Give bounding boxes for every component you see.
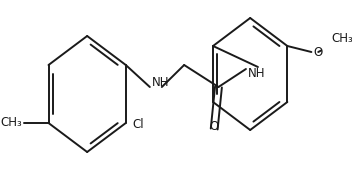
Text: NH: NH — [248, 67, 265, 80]
Text: O: O — [313, 46, 322, 59]
Text: CH₃: CH₃ — [331, 32, 352, 45]
Text: Cl: Cl — [133, 118, 144, 131]
Text: NH: NH — [152, 76, 169, 89]
Text: O: O — [209, 120, 219, 133]
Text: CH₃: CH₃ — [0, 117, 22, 129]
